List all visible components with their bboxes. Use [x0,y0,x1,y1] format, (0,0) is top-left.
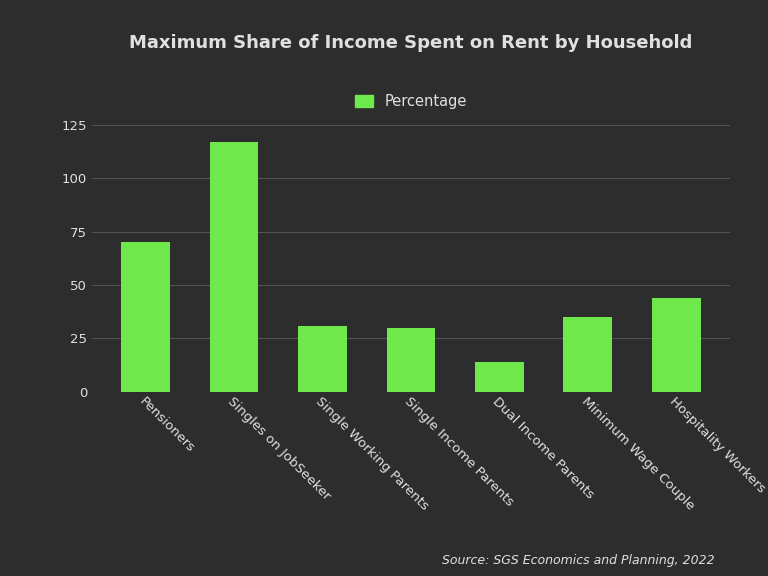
Bar [210,142,258,392]
Title: Maximum Share of Income Spent on Rent by Household: Maximum Share of Income Spent on Rent by… [129,34,693,52]
Bar [121,242,170,392]
Legend: Percentage: Percentage [349,88,472,115]
Bar [652,298,700,392]
Text: Source: SGS Economics and Planning, 2022: Source: SGS Economics and Planning, 2022 [442,554,714,567]
Bar [475,362,524,392]
Bar [298,325,346,392]
Bar [564,317,612,392]
Bar [386,328,435,392]
